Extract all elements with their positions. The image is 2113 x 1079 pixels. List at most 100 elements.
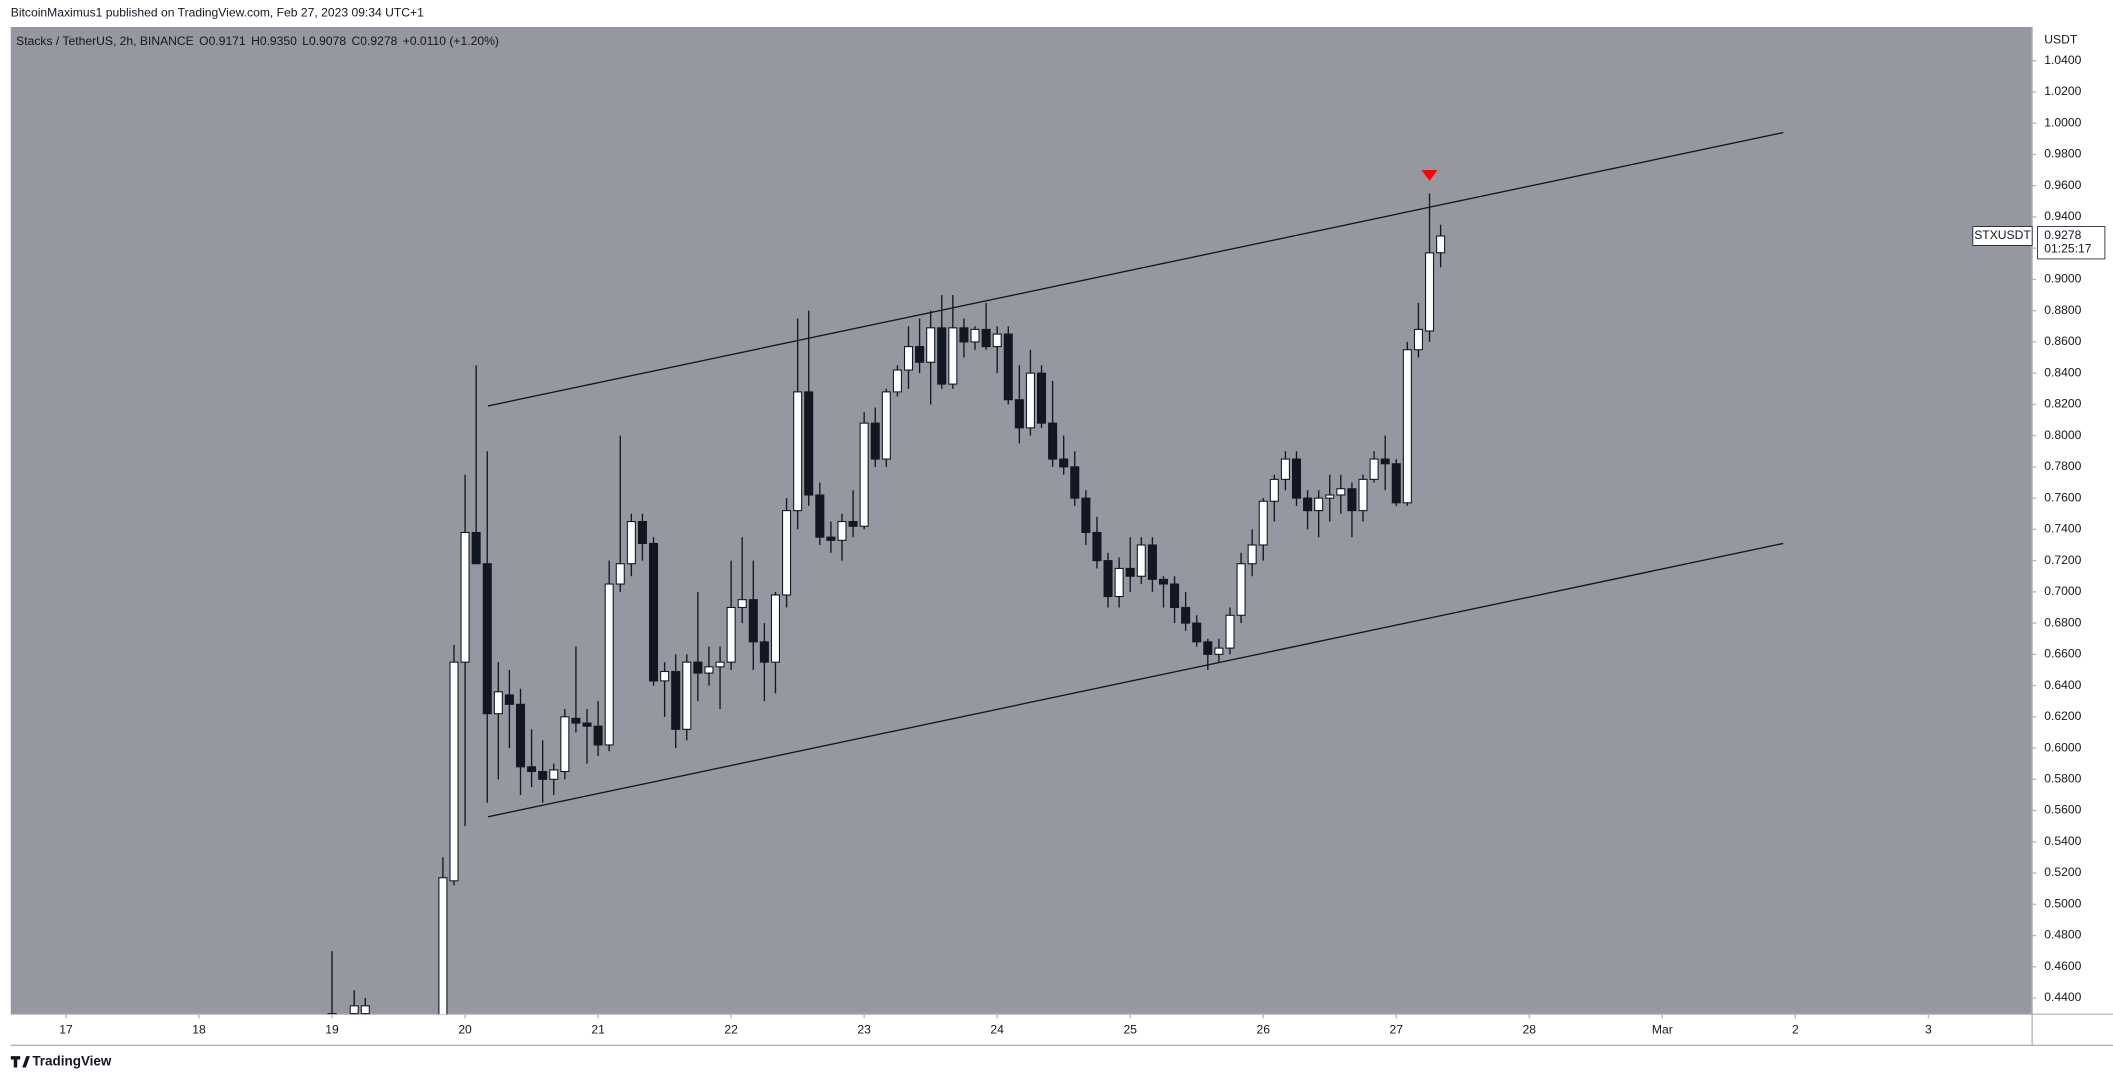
- candle-body: [527, 766, 537, 773]
- candle-body: [1436, 235, 1446, 254]
- candle-body: [715, 661, 725, 668]
- candle-body: [449, 661, 459, 882]
- candle-body: [804, 391, 814, 496]
- candle-body: [1336, 488, 1346, 496]
- price-tag-value: 0.9278: [2044, 228, 2081, 242]
- candle-body: [637, 521, 647, 544]
- candle-body: [1014, 399, 1024, 429]
- legend-item: O: [199, 34, 208, 48]
- legend-item: C: [352, 34, 361, 48]
- trend-line: [487, 542, 1784, 818]
- candle-body: [737, 599, 747, 609]
- candle-body: [549, 769, 559, 780]
- candle-body: [915, 346, 925, 363]
- y-tick-label: 0.4600: [2044, 959, 2081, 973]
- candle-body: [1358, 478, 1368, 512]
- y-tick-label: 0.5800: [2044, 772, 2081, 786]
- candle-body: [682, 661, 692, 730]
- candle-body: [1391, 463, 1401, 504]
- symbol-tag-label: STXUSDT: [1974, 228, 2031, 242]
- candle-body: [1103, 560, 1113, 598]
- candle-body: [693, 661, 703, 674]
- candle-body: [748, 599, 758, 643]
- y-tick-label: 0.6200: [2044, 709, 2081, 723]
- candle-body: [1192, 622, 1202, 643]
- candle-body: [926, 327, 936, 363]
- y-tick-label: 0.8000: [2044, 428, 2081, 442]
- price-tag: [2037, 226, 2106, 260]
- candle-body: [1325, 494, 1335, 499]
- y-tick-label: 0.4400: [2044, 990, 2081, 1004]
- x-tick-label: 20: [458, 1023, 472, 1037]
- candle-body: [1170, 583, 1180, 609]
- x-tick-label: 19: [325, 1023, 339, 1037]
- y-tick-label: 0.7400: [2044, 522, 2081, 536]
- publisher-note: BitcoinMaximus1 published on TradingView…: [11, 6, 424, 20]
- legend-item: 0.9278: [360, 34, 397, 48]
- candle-body: [826, 536, 836, 541]
- candle-body: [1136, 544, 1146, 577]
- legend-item: Stacks / TetherUS, 2h, BINANCE: [16, 34, 194, 48]
- x-tick-label: 3: [1925, 1023, 1932, 1037]
- candle-body: [1369, 458, 1379, 480]
- y-tick-label: 0.5200: [2044, 865, 2081, 879]
- y-tick-label: 0.6800: [2044, 615, 2081, 629]
- plot-background: [10, 26, 2033, 1015]
- ohlc-legend: Stacks / TetherUS, 2h, BINANCE O0.9171 H0.…: [16, 34, 499, 48]
- brand-name: TradingView: [32, 1054, 112, 1069]
- candle-body: [1125, 567, 1135, 577]
- candle-body: [582, 722, 592, 727]
- y-tick-label: 0.7600: [2044, 490, 2081, 504]
- candle-body: [881, 391, 891, 460]
- candle-body: [482, 563, 492, 715]
- candle-body: [1236, 563, 1246, 616]
- candle-body: [937, 327, 947, 385]
- y-tick-label: 0.8400: [2044, 365, 2081, 379]
- candle-body: [1158, 578, 1169, 585]
- y-tick-label: 1.0000: [2044, 115, 2081, 129]
- candle-body: [959, 327, 969, 343]
- y-tick-label: 0.4800: [2044, 928, 2081, 942]
- price-axis-unit: USDT: [2044, 33, 2078, 47]
- x-tick-label: 28: [1523, 1023, 1537, 1037]
- candle-body: [1114, 567, 1124, 598]
- candle-body: [671, 670, 681, 730]
- candle-body: [1036, 372, 1047, 424]
- candle-body: [1203, 641, 1213, 655]
- y-tick-label: 0.9600: [2044, 178, 2081, 192]
- candle-body: [1380, 458, 1390, 465]
- candle-body: [660, 670, 670, 682]
- y-tick-label: 0.8600: [2044, 334, 2081, 348]
- candle-body: [615, 563, 625, 585]
- candle-body: [870, 422, 880, 460]
- x-tick-label: 18: [192, 1023, 206, 1037]
- candle-body: [892, 369, 902, 393]
- candle-body: [460, 531, 470, 663]
- candle-body: [981, 328, 991, 348]
- y-tick-label: 0.6400: [2044, 678, 2081, 692]
- candle-body: [1247, 544, 1257, 565]
- candle-body: [327, 1013, 337, 1015]
- candle-body: [1402, 349, 1412, 504]
- candle-body: [837, 521, 847, 541]
- candle-body: [992, 333, 1002, 348]
- candle-body: [1258, 500, 1268, 546]
- candle-body: [848, 521, 858, 527]
- candle-body: [438, 877, 448, 1015]
- legend-item: H: [251, 34, 260, 48]
- candle-body: [471, 531, 481, 565]
- trend-line: [487, 131, 1784, 407]
- candle-body: [1347, 488, 1357, 512]
- legend-item: 0.9078: [309, 34, 346, 48]
- x-tick-label: 2: [1792, 1023, 1799, 1037]
- candle-body: [1413, 328, 1423, 351]
- candle-body: [815, 494, 825, 538]
- y-tick-label: 1.0400: [2044, 53, 2081, 67]
- x-tick-label: 25: [1123, 1023, 1137, 1037]
- y-tick-label: 0.6600: [2044, 647, 2081, 661]
- candle-body: [1003, 333, 1013, 401]
- candle-body: [903, 346, 914, 371]
- y-tick-label: 0.5600: [2044, 803, 2081, 817]
